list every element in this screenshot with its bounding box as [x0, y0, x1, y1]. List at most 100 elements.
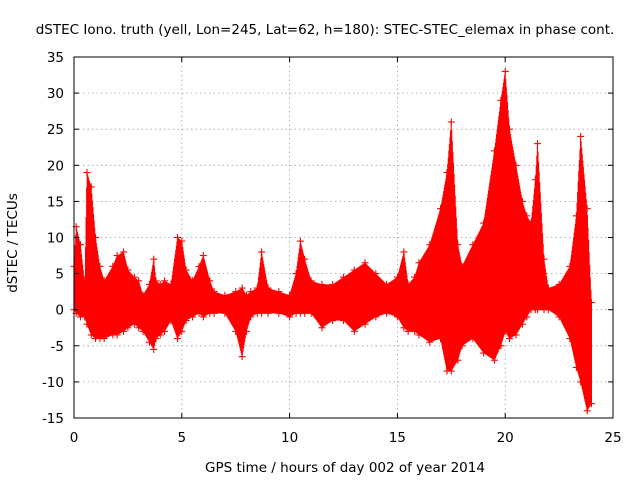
- data-point: [247, 288, 255, 296]
- data-point: [415, 331, 423, 339]
- data-point: [247, 313, 255, 321]
- data-point: [232, 288, 240, 296]
- data-point: [350, 327, 358, 335]
- data-point: [501, 327, 509, 335]
- data-point: [161, 277, 169, 285]
- data-point: [518, 197, 526, 205]
- data-point: [100, 277, 108, 285]
- data-point: [124, 324, 132, 332]
- data-point: [124, 266, 132, 274]
- data-point: [189, 277, 197, 285]
- data-point: [83, 169, 91, 177]
- tick-labels: 0 5 10 15 20 25 -15 -10 -5 0 5 10 15 20 25 30 35: [42, 50, 622, 446]
- data-point: [195, 309, 203, 317]
- data-point: [544, 306, 552, 314]
- x-tick-label: 15: [389, 430, 406, 446]
- y-axis-label: dSTEC / TECUs: [5, 193, 21, 293]
- data-point: [210, 288, 218, 296]
- data-point: [372, 313, 380, 321]
- data-point: [87, 331, 95, 339]
- data-point: [572, 212, 580, 220]
- data-point: [361, 320, 369, 328]
- data-point: [258, 309, 266, 317]
- data-point: [210, 309, 218, 317]
- y-tick-label: 0: [55, 303, 64, 319]
- data-point: [447, 118, 455, 126]
- data-point: [411, 273, 419, 281]
- data-point: [497, 96, 505, 104]
- data-point: [329, 317, 337, 325]
- data-point: [258, 248, 266, 256]
- x-tick-label: 0: [70, 430, 79, 446]
- y-tick-label: 5: [55, 267, 64, 283]
- data-point: [329, 280, 337, 288]
- data-point: [566, 262, 574, 270]
- data-point: [393, 273, 401, 281]
- data-point: [393, 313, 401, 321]
- data-point: [139, 327, 147, 335]
- data-point: [199, 313, 207, 321]
- data-point: [232, 327, 240, 335]
- data-point: [458, 342, 466, 350]
- data-point: [156, 280, 164, 288]
- data-point: [566, 335, 574, 343]
- data-point: [81, 313, 89, 321]
- data-point: [523, 313, 531, 321]
- data-point: [583, 205, 591, 213]
- data-point: [173, 335, 181, 343]
- data-point: [480, 219, 488, 227]
- data-point: [199, 252, 207, 260]
- data-point: [120, 327, 128, 335]
- data-point: [182, 317, 190, 325]
- data-point: [458, 262, 466, 270]
- data-point: [150, 345, 158, 353]
- y-tick-label: -15: [42, 411, 64, 427]
- data-point: [437, 335, 445, 343]
- data-point: [156, 331, 164, 339]
- y-tick-label: 15: [47, 194, 64, 210]
- data-point: [469, 335, 477, 343]
- data-point: [587, 298, 595, 306]
- y-tick-label: 35: [47, 50, 64, 66]
- data-point: [512, 331, 520, 339]
- data-point: [135, 277, 143, 285]
- data-point: [527, 219, 535, 227]
- data-point: [555, 313, 563, 321]
- data-point: [426, 338, 434, 346]
- data-point: [120, 248, 128, 256]
- data-point: [150, 255, 158, 263]
- data-point: [572, 363, 580, 371]
- x-tick-label: 10: [281, 430, 298, 446]
- data-point: [411, 327, 419, 335]
- data-point: [130, 320, 138, 328]
- data-point: [404, 280, 412, 288]
- x-tick-label: 25: [604, 430, 621, 446]
- data-point: [238, 284, 246, 292]
- data-point: [480, 349, 488, 357]
- data-series: [70, 67, 595, 415]
- data-point: [447, 367, 455, 375]
- data-point: [264, 284, 272, 292]
- data-point: [173, 234, 181, 241]
- data-point: [534, 140, 542, 148]
- data-point: [167, 317, 175, 325]
- y-tick-label: -5: [51, 339, 64, 355]
- data-point: [189, 313, 197, 321]
- data-point: [178, 237, 186, 245]
- data-point: [497, 342, 505, 350]
- data-point: [145, 280, 153, 288]
- data-point: [221, 309, 229, 317]
- data-point: [490, 147, 498, 155]
- data-point: [523, 212, 531, 220]
- x-tick-label: 5: [178, 430, 187, 446]
- data-point: [130, 273, 138, 281]
- data-point: [383, 309, 391, 317]
- data-point: [296, 237, 304, 245]
- plot-frame: [73, 56, 614, 419]
- data-point: [340, 273, 347, 281]
- y-tick-label: 30: [47, 86, 64, 102]
- data-point: [76, 241, 84, 249]
- data-point: [583, 407, 591, 415]
- data-point: [167, 280, 175, 288]
